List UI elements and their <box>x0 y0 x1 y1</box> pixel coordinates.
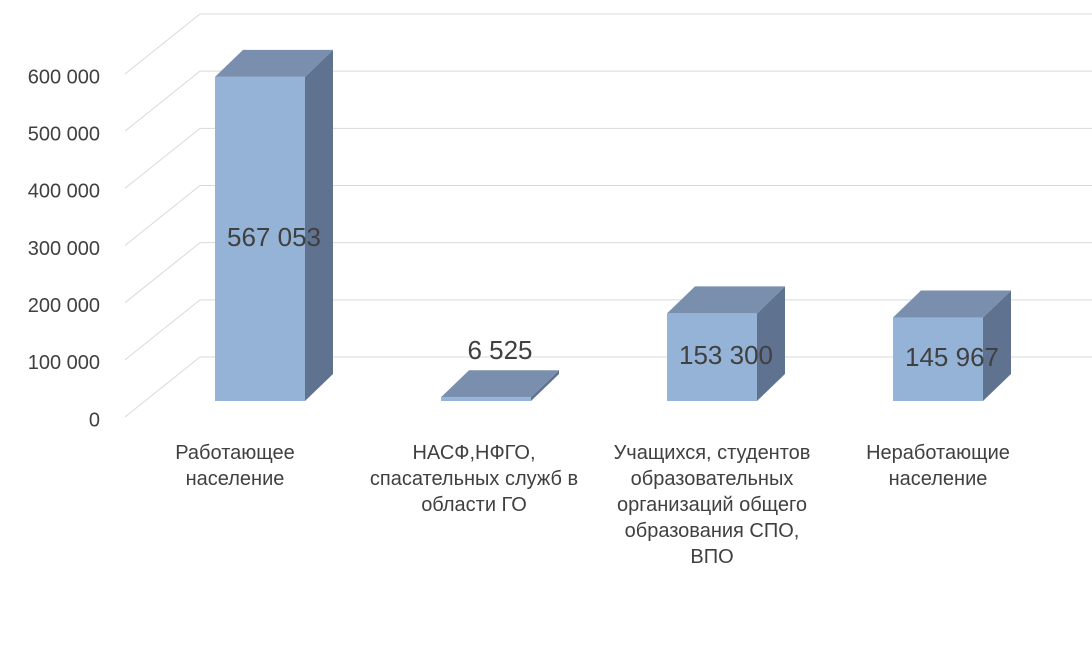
value-label: 567 053 <box>227 222 321 252</box>
grid-line <box>124 299 1092 361</box>
bar <box>215 76 305 401</box>
y-tick-label: 300 000 <box>28 238 100 260</box>
bar <box>441 397 531 401</box>
grid-line <box>124 242 1092 304</box>
bar-side <box>757 286 785 401</box>
x-tick-label: НАСФ,НФГО, спасательных служб в области … <box>369 442 579 516</box>
bar-side <box>305 49 333 401</box>
x-tick-label: Работающее население <box>175 442 295 490</box>
bar-side <box>983 290 1011 401</box>
grid-line <box>124 70 1092 132</box>
grid-line <box>124 13 1092 75</box>
y-tick-label: 400 000 <box>28 181 100 203</box>
value-label: 153 300 <box>679 340 773 370</box>
y-tick-label: 500 000 <box>28 123 100 145</box>
bar <box>893 317 983 401</box>
bar-top <box>893 290 1011 318</box>
y-tick-label: 0 <box>89 409 100 431</box>
value-label: 6 525 <box>467 335 532 365</box>
bar <box>667 313 757 401</box>
value-label: 145 967 <box>905 342 999 372</box>
bar-top <box>441 370 559 398</box>
grid-line <box>124 356 1092 418</box>
y-tick-label: 600 000 <box>28 66 100 88</box>
grid-line <box>124 127 1092 189</box>
x-tick-label: Учащихся, студентов образовательных орга… <box>613 442 811 568</box>
grid-line <box>124 185 1092 246</box>
bar-side <box>531 370 559 401</box>
y-tick-label: 200 000 <box>28 295 100 317</box>
y-tick-label: 100 000 <box>28 352 100 374</box>
bar-top <box>667 286 785 314</box>
bar-top <box>215 49 333 77</box>
x-tick-label: Неработающие население <box>866 442 1010 490</box>
